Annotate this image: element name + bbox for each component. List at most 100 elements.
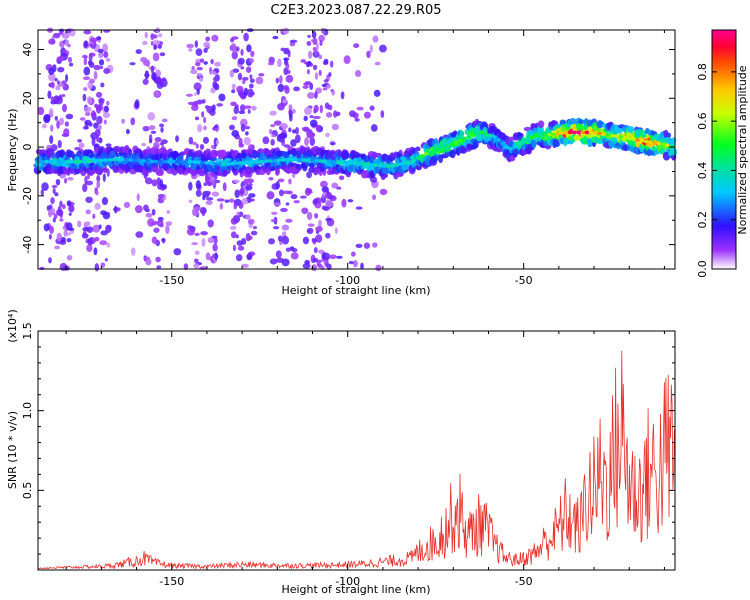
spectrogram-speckle (258, 73, 265, 77)
spectrogram-speckle (153, 227, 160, 233)
spectrogram-speckle (245, 214, 251, 220)
spectrogram-ridge-core (284, 157, 290, 162)
spectrogram-speckle (50, 144, 58, 152)
spectrogram-speckle (175, 135, 179, 143)
spectrogram-speckle (210, 58, 214, 65)
spectrogram-speckle (61, 103, 67, 113)
spectrogram-speckle (50, 96, 54, 102)
spectrogram-ridge-core (386, 164, 392, 169)
spectrogram-speckle (240, 123, 246, 132)
spectrogram-speckle (52, 188, 56, 194)
spectrogram-speckle (312, 64, 318, 71)
spectrogram-ridge-core (331, 160, 337, 164)
spectrogram-speckle (324, 102, 330, 110)
x-tick-label: -100 (335, 575, 360, 588)
spectrogram-ridge-core (107, 158, 113, 162)
spectrogram-speckle (194, 232, 200, 236)
spectrogram-speckle (322, 252, 331, 261)
spectrogram-speckle (272, 35, 279, 40)
spectrogram-ridge-core (618, 135, 624, 139)
spectrogram-ridge-core (77, 159, 83, 164)
spectrogram-speckle (134, 99, 140, 109)
spectrogram-ridge-mark (481, 122, 489, 130)
spectrogram-ridge-core (145, 159, 151, 164)
spectrogram-ridge-core (297, 157, 303, 162)
spectrogram-speckle (202, 195, 206, 201)
spectrogram-speckle (82, 183, 88, 193)
spectrogram-speckle (290, 194, 298, 200)
spectrogram-speckle (213, 236, 218, 245)
spectrogram-speckle (321, 205, 327, 210)
y-tick-label: -20 (21, 187, 34, 205)
spectrogram-speckle (198, 77, 204, 82)
spectrogram-y-ticks: -40 -20 0 20 40 (21, 43, 675, 270)
spectrogram-speckle (151, 236, 158, 244)
spectrogram-ridge-core (233, 161, 239, 166)
spectrogram-speckle (241, 197, 249, 205)
spectrogram-ridge-core (43, 159, 49, 164)
spectrogram-speckle (273, 120, 282, 126)
spectrogram-speckle (59, 117, 64, 126)
spectrogram-speckle (150, 130, 157, 134)
spectrogram-ridge-core (195, 160, 201, 165)
spectrogram-speckle (151, 208, 156, 216)
spectrogram-speckle (236, 85, 244, 94)
spectrogram-speckle (247, 218, 255, 225)
spectrogram-speckle (250, 50, 255, 58)
spectrogram-speckle (341, 198, 347, 208)
spectrogram-speckle (54, 192, 59, 197)
spectrogram-speckle (87, 238, 93, 246)
spectrogram-ridge-mark (341, 150, 350, 159)
spectrogram-panel: -150 -100 -50 -40 -20 0 20 40 Height of straig… (6, 27, 678, 297)
spectrogram-speckle (193, 92, 197, 96)
spectrogram-speckle (360, 262, 364, 270)
spectrogram-speckle (82, 230, 87, 236)
spectrogram-speckle (309, 114, 314, 119)
spectrogram-speckle (161, 118, 168, 123)
spectrogram-speckle (183, 263, 189, 270)
spectrogram-ridge-core (48, 159, 54, 164)
spectrogram-speckle (304, 187, 311, 197)
spectrogram-ridge-core (263, 159, 269, 164)
spectrogram-speckle (69, 62, 74, 67)
spectrogram-ridge-core (60, 159, 66, 164)
spectrogram-speckle (283, 190, 291, 195)
spectrogram-ridge-core (115, 157, 121, 162)
spectrogram-ridge-core (352, 161, 358, 166)
spectrogram-speckle (204, 174, 210, 183)
spectrogram-ridge-mark (553, 138, 560, 147)
spectrogram-ridge-core (508, 146, 514, 151)
spectrogram-speckle (288, 178, 292, 185)
spectrogram-ridge-core (69, 159, 75, 164)
spectrogram-ridge-mark (112, 145, 121, 153)
spectrogram-ridge-core (419, 154, 425, 158)
spectrogram-speckle (236, 211, 240, 216)
spectrogram-ridge-mark (366, 166, 374, 171)
spectrogram-speckle (372, 35, 379, 43)
spectrogram-x-ticks: -150 -100 -50 (65, 30, 665, 287)
spectrogram-speckle (354, 70, 362, 77)
spectrogram-speckle (355, 243, 363, 249)
spectrogram-speckle (56, 56, 65, 62)
spectrogram-ridge-core (174, 159, 180, 164)
spectrogram-speckle (103, 119, 107, 125)
spectrogram-speckle (363, 242, 371, 249)
spectrogram-speckle (195, 143, 199, 149)
spectrogram-speckle (211, 191, 220, 197)
spectrogram-speckle (277, 58, 282, 68)
spectrogram-ridge-core (487, 133, 493, 138)
spectrogram-ridge-core (516, 142, 522, 147)
spectrogram-speckle (333, 110, 338, 118)
spectrogram-speckle (339, 175, 345, 181)
spectrogram-ridge-core (563, 130, 569, 135)
spectrogram-ridge-core (348, 161, 354, 165)
spectrogram-ridge-core (521, 140, 527, 144)
spectrogram-speckle (66, 255, 73, 261)
spectrogram-ridge-core (622, 135, 628, 140)
spectrogram-speckle (262, 136, 270, 145)
spectrogram-speckle (77, 220, 82, 228)
spectrogram-speckle (93, 247, 98, 256)
spectrogram-speckle (219, 202, 224, 210)
spectrogram-ridge-core (293, 157, 299, 162)
spectrogram-ridge-core (474, 132, 480, 136)
